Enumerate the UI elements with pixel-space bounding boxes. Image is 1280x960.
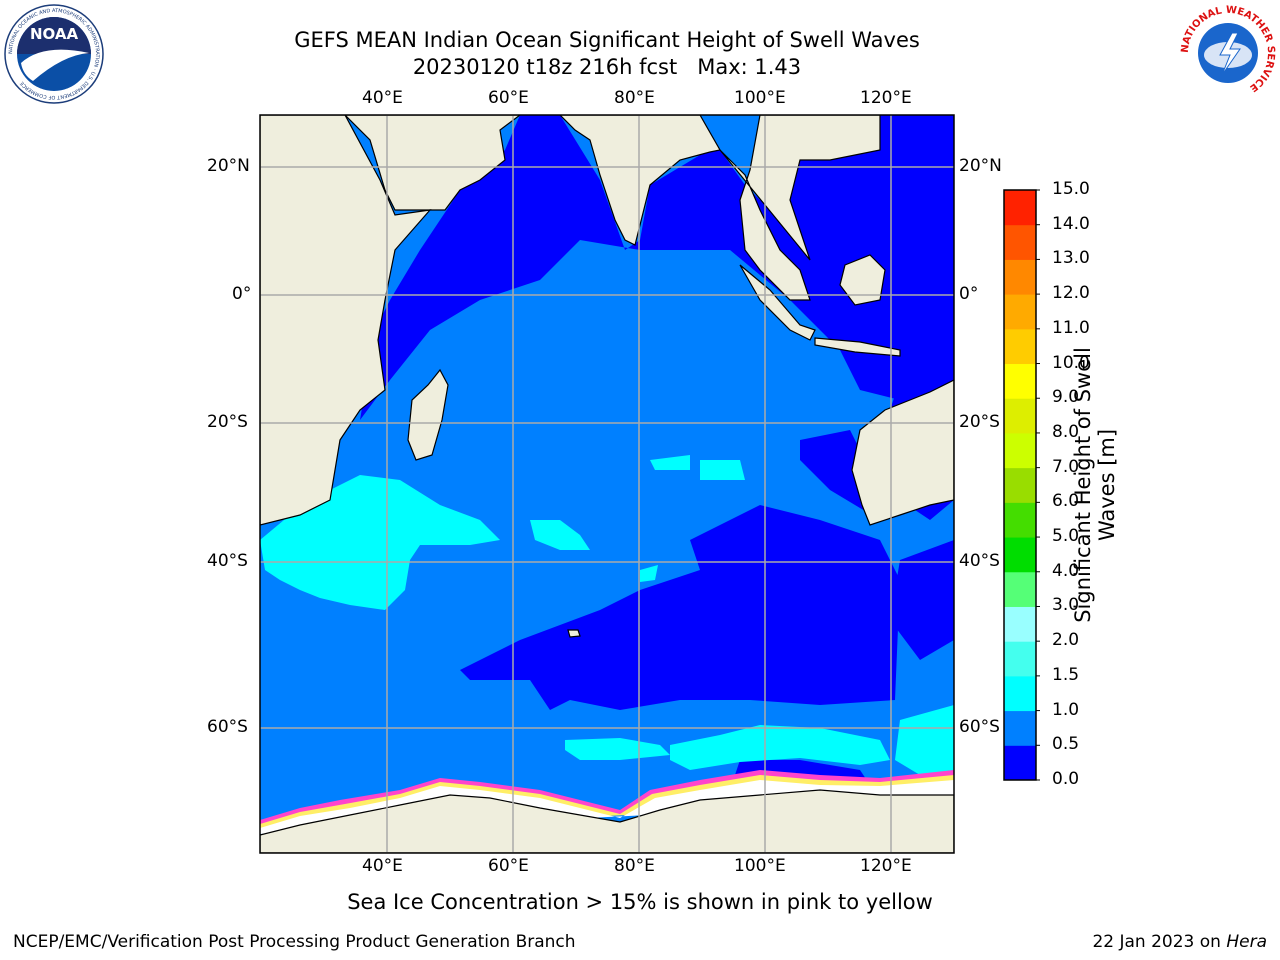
colorbar-tick-label: 0.5 (1052, 734, 1080, 755)
colorbar-segment (1004, 745, 1036, 781)
colorbar-tick-label: 5.0 (1052, 526, 1080, 547)
colorbar-segment (1004, 641, 1036, 677)
colorbar-tick-label: 9.0 (1052, 387, 1080, 408)
lon-label-top: 120°E (860, 88, 912, 108)
colorbar-segment (1004, 259, 1036, 295)
colorbar-segment (1004, 571, 1036, 607)
footer-host: Hera (1226, 932, 1267, 952)
lon-label-bottom: 80°E (614, 856, 655, 876)
colorbar-tick-label: 10.0 (1052, 352, 1090, 373)
colorbar-segment (1004, 398, 1036, 434)
lat-label-left: 20°S (207, 412, 248, 432)
noaa-logo: NOAA NATIONAL OCEANIC AND ATMOSPHERIC AD… (4, 4, 104, 104)
lat-label-right: 0° (959, 284, 979, 304)
nws-logo: NATIONAL WEATHER SERVICE (1180, 5, 1276, 101)
lon-label-bottom: 120°E (860, 856, 912, 876)
colorbar-tick-label: 1.0 (1052, 699, 1080, 720)
lon-label-top: 40°E (362, 88, 403, 108)
lon-label-top: 100°E (734, 88, 786, 108)
lat-label-right: 20°S (959, 412, 1000, 432)
lon-label-top: 60°E (488, 88, 529, 108)
colorbar-tick-label: 11.0 (1052, 317, 1090, 338)
noaa-logo-text: NOAA (30, 25, 79, 43)
graticule (260, 115, 954, 853)
colorbar-segment (1004, 432, 1036, 469)
lat-label-left: 20°N (207, 156, 250, 176)
lat-label-left: 40°S (207, 551, 248, 571)
colorbar-frame (1003, 189, 1037, 781)
colorbar-tick-label: 15.0 (1052, 179, 1090, 199)
footer-credit: NCEP/EMC/Verification Post Processing Pr… (13, 932, 576, 952)
colorbar-segment (1004, 328, 1036, 365)
colorbar-tick-label: 0.0 (1052, 769, 1080, 789)
colorbar-tick-label: 13.0 (1052, 248, 1090, 269)
lon-label-bottom: 60°E (488, 856, 529, 876)
colorbar-tick-label: 1.5 (1052, 664, 1080, 685)
lat-label-right: 20°N (959, 156, 1002, 176)
colorbar-segment (1004, 294, 1036, 330)
footer-date: 22 Jan 2023 on Hera (1092, 932, 1267, 952)
colorbar-tick-label: 6.0 (1052, 491, 1080, 512)
map-title: GEFS MEAN Indian Ocean Significant Heigh… (294, 28, 920, 52)
map-frame (259, 114, 955, 854)
colorbar-tick-label: 8.0 (1052, 421, 1080, 442)
colorbar-tick-label: 7.0 (1052, 456, 1080, 477)
colorbar (1003, 189, 1040, 781)
lat-label-left: 60°S (207, 717, 248, 737)
lat-label-left: 0° (232, 284, 252, 304)
colorbar-segment (1004, 675, 1036, 712)
colorbar-segment (1004, 606, 1036, 642)
lat-label-right: 60°S (959, 717, 1000, 737)
colorbar-segment (1004, 537, 1036, 573)
colorbar-segment (1004, 710, 1036, 746)
colorbar-title-line1: Significant Height of Swell (1071, 347, 1095, 623)
colorbar-segment (1004, 224, 1036, 260)
colorbar-tick-label: 14.0 (1052, 213, 1090, 234)
lon-label-bottom: 100°E (734, 856, 786, 876)
colorbar-segment (1004, 502, 1036, 538)
lon-label-bottom: 40°E (362, 856, 403, 876)
map-subtitle: 20230120 t18z 216h fcst Max: 1.43 (412, 55, 802, 79)
colorbar-segment (1004, 363, 1036, 399)
colorbar-tick-label: 2.0 (1052, 630, 1080, 651)
lon-label-top: 80°E (614, 88, 655, 108)
sea-ice-caption: Sea Ice Concentration > 15% is shown in … (347, 890, 933, 914)
colorbar-segment (1004, 190, 1036, 226)
colorbar-segment (1004, 467, 1036, 503)
footer-date-text: 22 Jan 2023 on (1092, 932, 1227, 952)
colorbar-title-line2: Waves [m] (1095, 428, 1119, 542)
lat-label-right: 40°S (959, 551, 1000, 571)
swell-1.0-1.5-regions (260, 455, 954, 775)
colorbar-tick-label: 4.0 (1052, 560, 1080, 581)
colorbar-tick-label: 3.0 (1052, 595, 1080, 616)
colorbar-tick-label: 12.0 (1052, 283, 1090, 304)
